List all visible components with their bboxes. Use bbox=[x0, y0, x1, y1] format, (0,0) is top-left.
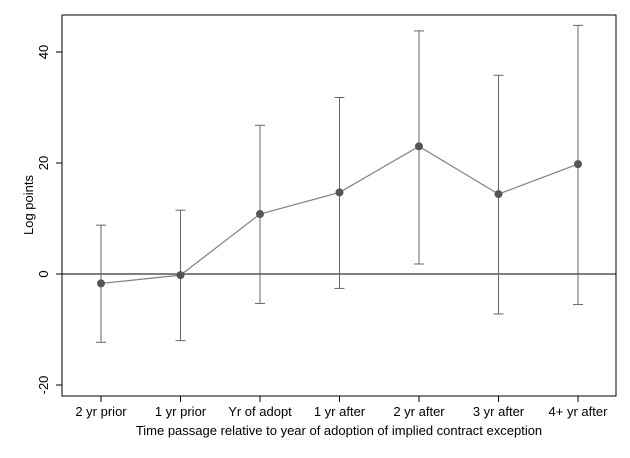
data-point bbox=[256, 210, 264, 219]
x-tick-label: 1 yr prior bbox=[155, 404, 207, 419]
y-axis-ticks: -20 0 20 40 bbox=[36, 45, 62, 395]
y-tick-label: 0 bbox=[36, 270, 51, 277]
x-axis-ticks: 2 yr prior 1 yr prior Yr of adopt 1 yr afte… bbox=[75, 396, 608, 419]
data-points bbox=[97, 142, 582, 288]
y-tick-label: 20 bbox=[36, 156, 51, 170]
x-tick-label: 1 yr after bbox=[314, 404, 366, 419]
x-tick-label: 4+ yr after bbox=[549, 404, 609, 419]
x-tick-label: 2 yr prior bbox=[75, 404, 127, 419]
y-tick-label: -20 bbox=[36, 376, 51, 395]
data-point bbox=[176, 271, 185, 280]
error-bars bbox=[96, 24, 583, 343]
x-tick-label: 3 yr after bbox=[473, 404, 525, 419]
x-tick-label: Yr of adopt bbox=[228, 404, 292, 419]
y-tick-label: 40 bbox=[36, 45, 51, 59]
x-tick-label: 2 yr after bbox=[393, 404, 445, 419]
y-axis-title: Log points bbox=[21, 175, 36, 235]
data-point bbox=[97, 279, 105, 288]
data-point bbox=[574, 160, 582, 169]
x-axis-title: Time passage relative to year of adoptio… bbox=[136, 423, 542, 438]
data-point bbox=[335, 188, 344, 197]
data-point bbox=[494, 190, 503, 199]
data-point bbox=[415, 142, 423, 151]
